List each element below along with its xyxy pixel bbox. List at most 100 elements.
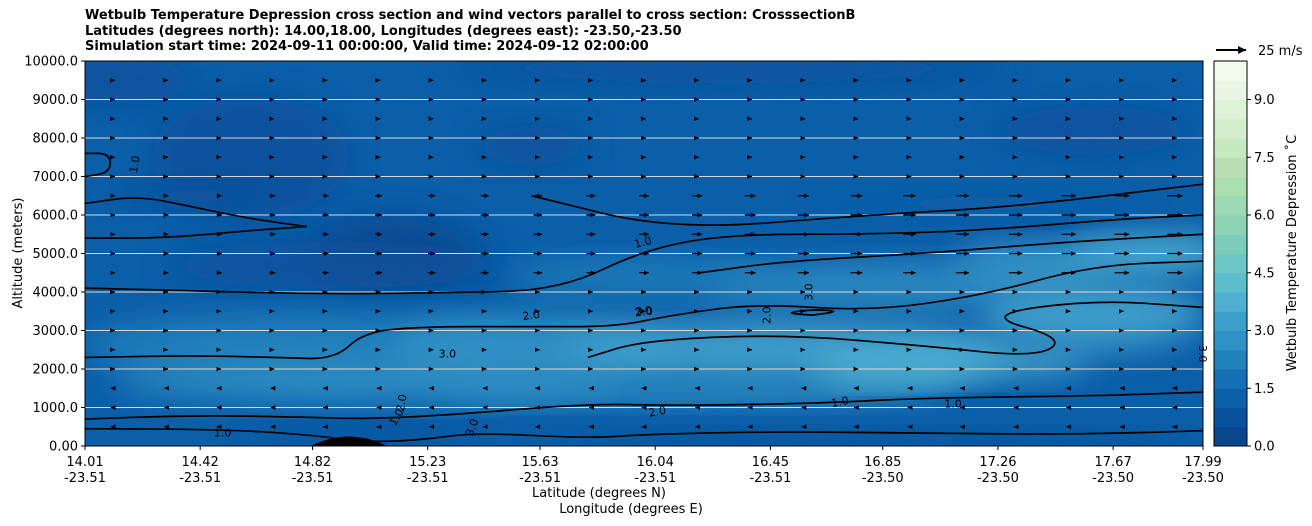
y-tick-label: 7000.0 — [33, 170, 79, 185]
colorbar-segment — [1214, 215, 1247, 235]
field-region-14 — [952, 245, 1122, 277]
y-tick-label: 2000.0 — [33, 363, 79, 378]
contour-label: 3.0 — [803, 283, 816, 301]
y-tick-label: 6000.0 — [33, 209, 79, 224]
colorbar-segment — [1214, 388, 1247, 408]
field-region-15 — [503, 261, 785, 292]
colorbar-segment — [1214, 292, 1247, 312]
colorbar-tick-label: 0.0 — [1254, 440, 1275, 455]
contour-9 — [790, 309, 835, 316]
y-tick-label: 3000.0 — [33, 324, 79, 339]
colorbar-tick-label: 1.5 — [1254, 382, 1275, 397]
field-region-22 — [812, 191, 1150, 215]
y-tick-label: 4000.0 — [33, 286, 79, 301]
y-axis: 0.00 1000.0 2000.0 3000.0 4000.0 5000.0 6000.0… — [24, 55, 85, 455]
x-tick-label-lat: 17.67 — [1095, 455, 1132, 470]
y-tick-label: 0.00 — [49, 440, 78, 455]
contour-label: 1.0 — [944, 398, 962, 411]
x-tick-label-lon: -23.50 — [1182, 471, 1224, 486]
chart-title-line-1: Wetbulb Temperature Depression cross sec… — [85, 8, 856, 23]
contour-label: 2.0 — [522, 308, 541, 323]
chart-title-line-2: Latitudes (degrees north): 14.00,18.00, … — [85, 23, 682, 39]
colorbar-frame — [1213, 60, 1248, 447]
y-tick-label: 5000.0 — [33, 247, 79, 262]
contour-7 — [85, 391, 1203, 420]
contour-label: 3.0 — [463, 417, 481, 438]
terrain-peak — [311, 436, 388, 446]
colorbar-segment — [1214, 369, 1247, 389]
y-tick-label: 8000.0 — [33, 132, 79, 147]
x-tick-label-lon: -23.51 — [64, 471, 106, 486]
colorbar-label: Wetbulb Temperature Depression ˚C — [1284, 135, 1300, 372]
x-tick-label-lon: -23.51 — [634, 471, 676, 486]
contour-3 — [85, 152, 112, 178]
colorbar-segment — [1214, 138, 1247, 158]
x-tick-label-lon: -23.51 — [749, 471, 791, 486]
contour-8 — [587, 301, 1203, 359]
contour-10 — [700, 233, 1203, 274]
plot-area — [85, 61, 1203, 446]
field-region-4 — [447, 61, 1010, 85]
x-tick-label-lon: -23.51 — [179, 471, 221, 486]
colorbar-tick-label: 3.0 — [1254, 324, 1275, 339]
colorbar-segment — [1214, 61, 1247, 81]
colorbar-segment — [1214, 407, 1247, 428]
contour-label: 2.0 — [648, 404, 667, 420]
field-region-20 — [531, 432, 1203, 446]
contour-label: 1.0 — [830, 394, 849, 410]
colorbar-tick-label: 7.5 — [1254, 151, 1275, 166]
x-tick-label-lon: -23.50 — [977, 471, 1019, 486]
x-tick-label-lon: -23.50 — [862, 471, 904, 486]
y-tick-label: 10000.0 — [24, 55, 78, 70]
field-region-5 — [995, 107, 1192, 154]
x-tick-label-lon: -23.51 — [407, 471, 449, 486]
colorbar-segment — [1214, 195, 1247, 216]
colorbar-segment — [1214, 272, 1247, 293]
contour-1 — [85, 225, 307, 239]
chart-title-line-3: Simulation start time: 2024-09-11 00:00:… — [85, 39, 649, 54]
colorbar-segment — [1214, 330, 1247, 351]
y-axis-label: Altitude (meters) — [11, 198, 26, 309]
x-tick-label-lat: 16.45 — [752, 455, 789, 470]
y-tick-label: 1000.0 — [33, 401, 79, 416]
field-region-18 — [812, 361, 982, 385]
x-axis-label: Latitude (degrees N) — [532, 486, 666, 501]
field-region-3 — [85, 61, 195, 104]
contour-label: 1.0 — [633, 234, 653, 251]
colorbar-tick-label: 6.0 — [1254, 209, 1275, 224]
colorbar-tick-label: 9.0 — [1254, 93, 1275, 108]
x-tick-label-lat: 15.63 — [521, 455, 558, 470]
x-tick-label-lat: 16.04 — [637, 455, 674, 470]
field-region-6 — [475, 126, 588, 165]
colorbar-segment — [1214, 311, 1247, 331]
contour-0 — [85, 214, 1203, 295]
colorbar-segment — [1214, 157, 1247, 177]
x-tick-label-lat: 15.23 — [409, 455, 446, 470]
colorbar-segment — [1214, 253, 1247, 274]
contour-label: 2.0 — [634, 304, 653, 320]
contour-2 — [85, 197, 308, 228]
contour-6 — [85, 260, 1203, 360]
x-tick-label-lat: 14.01 — [66, 455, 103, 470]
wind-reference-label: 25 m/s — [1258, 44, 1303, 59]
x-tick-label-lon: -23.51 — [519, 471, 561, 486]
x-tick-label-lat: 17.26 — [979, 455, 1016, 470]
contour-label: 3.0 — [439, 347, 457, 360]
chart-title: Wetbulb Temperature Depression cross sec… — [85, 8, 855, 55]
contour-label: 2.0 — [760, 306, 773, 324]
x-axis-label-2: Longitude (degrees E) — [559, 502, 703, 517]
field-region-11 — [700, 265, 1094, 304]
contour-label: 3.0 — [635, 305, 653, 318]
colorbar: 0.0 1.5 3.0 4.5 6.0 7.5 9.0 — [1213, 60, 1275, 455]
contour-label: 1.0 — [127, 155, 143, 174]
x-tick-label-lon: -23.50 — [1092, 471, 1134, 486]
colorbar-segment — [1214, 176, 1247, 197]
x-tick-label-lat: 17.99 — [1184, 455, 1221, 470]
colorbar-tick-label: 4.5 — [1254, 266, 1275, 281]
x-tick-label-lat: 16.85 — [864, 455, 901, 470]
contour-lines — [85, 152, 1203, 443]
field-region-19 — [250, 426, 476, 443]
wind-reference-key: 25 m/s — [1216, 44, 1303, 59]
contour-label: 2.0 — [394, 393, 410, 412]
